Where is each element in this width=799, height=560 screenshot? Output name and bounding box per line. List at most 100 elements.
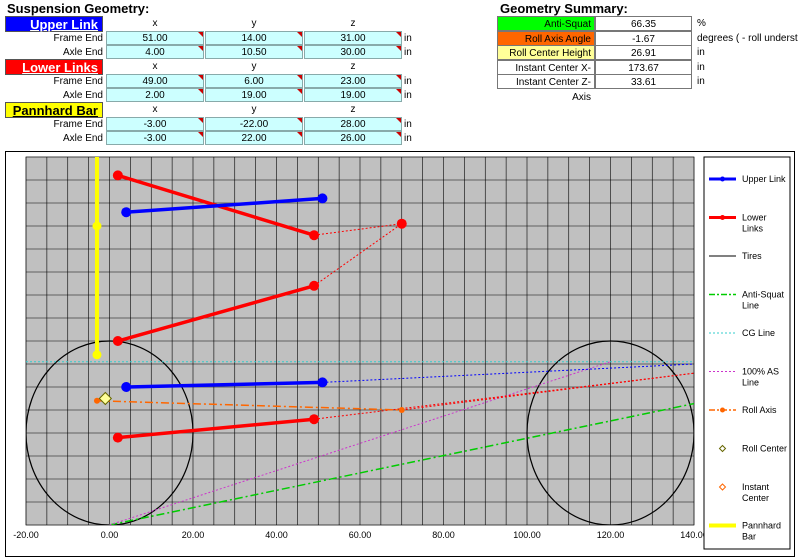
tire-circle bbox=[526, 340, 694, 525]
summary-value-roll-axis-angle[interactable]: -1.67 bbox=[595, 31, 692, 46]
legend-label: Upper Link bbox=[742, 174, 786, 184]
geometry-summary-title: Geometry Summary: bbox=[500, 1, 628, 16]
pannhard-axle-z[interactable]: 26.00 bbox=[304, 131, 402, 145]
roll-axis-marker bbox=[398, 407, 405, 413]
x-tick-label: 140.00 bbox=[680, 530, 708, 540]
legend-label: Line bbox=[742, 301, 759, 311]
lower-axle-x[interactable]: 2.00 bbox=[106, 88, 204, 102]
legend-label: Links bbox=[742, 224, 764, 234]
upper-link-line bbox=[126, 380, 323, 389]
legend-label: Line bbox=[742, 378, 759, 388]
lower-axle-label: Axle End bbox=[62, 90, 103, 101]
x-tick-label: -20.00 bbox=[13, 530, 39, 540]
upper-link-marker bbox=[121, 207, 132, 218]
summary-label-anti-squat: Anti-Squat bbox=[497, 16, 595, 31]
legend-label: Instant bbox=[742, 482, 770, 492]
x-tick-label: 40.00 bbox=[265, 530, 288, 540]
lower-axle-y[interactable]: 19.00 bbox=[205, 88, 303, 102]
col-header-x: x bbox=[152, 18, 158, 29]
upper-axle-x[interactable]: 4.00 bbox=[106, 45, 204, 59]
roll-axis-line bbox=[96, 400, 402, 411]
lower-frame-x[interactable]: 49.00 bbox=[106, 74, 204, 88]
lower-link-marker bbox=[112, 336, 123, 346]
legend-marker bbox=[720, 215, 725, 220]
upper-frame-x[interactable]: 51.00 bbox=[106, 31, 204, 45]
pannhard-axle-y[interactable]: 22.00 bbox=[205, 131, 303, 145]
upper-frame-y[interactable]: 14.00 bbox=[205, 31, 303, 45]
lower-axle-z[interactable]: 19.00 bbox=[304, 88, 402, 102]
col-header-z: z bbox=[350, 104, 356, 115]
lower-frame-y[interactable]: 6.00 bbox=[205, 74, 303, 88]
chart-svg: -20.00 0.00 20.00 40.00 60.00 80.00 100.00 120.… bbox=[13, 156, 791, 550]
pannhard-bar-marker bbox=[92, 221, 102, 231]
summary-unit-ic-x: in bbox=[697, 62, 705, 73]
x-tick-label: 0.00 bbox=[101, 530, 119, 540]
link-extension-line bbox=[314, 223, 402, 236]
summary-value-ic-x[interactable]: 173.67 bbox=[595, 60, 692, 75]
summary-label-ic-x: Instant Center X-Axis bbox=[497, 60, 595, 89]
plot-layer bbox=[26, 157, 694, 525]
summary-value-roll-center-height[interactable]: 26.91 bbox=[595, 45, 692, 60]
legend-label: Lower bbox=[742, 213, 767, 223]
summary-label-roll-center-height: Roll Center Height bbox=[497, 45, 595, 60]
x-tick-label: 120.00 bbox=[597, 530, 625, 540]
unit-label: in bbox=[404, 76, 412, 87]
legend-box bbox=[703, 156, 791, 550]
summary-value-ic-z[interactable]: 33.61 bbox=[595, 74, 692, 89]
col-header-y: y bbox=[251, 104, 257, 115]
upper-link-marker bbox=[317, 377, 328, 388]
summary-unit-roll-center-height: in bbox=[697, 47, 705, 58]
pannhard-frame-z[interactable]: 28.00 bbox=[304, 117, 402, 131]
upper-frame-z[interactable]: 31.00 bbox=[304, 31, 402, 45]
upper-axle-z[interactable]: 30.00 bbox=[304, 45, 402, 59]
legend-label: Roll Center bbox=[742, 444, 787, 454]
legend-label: Center bbox=[742, 493, 769, 503]
upper-axle-label: Axle End bbox=[62, 47, 103, 58]
lower-link-marker bbox=[309, 414, 320, 425]
legend-label: Tires bbox=[742, 251, 762, 261]
pannhard-axle-x[interactable]: -3.00 bbox=[106, 131, 204, 145]
summary-label-ic-z: Instant Center Z-Axis bbox=[497, 74, 595, 103]
unit-label: in bbox=[404, 119, 412, 130]
unit-label: in bbox=[404, 90, 412, 101]
lower-link-line bbox=[117, 417, 315, 440]
legend-label: 100% AS bbox=[742, 367, 779, 377]
pannhard-axle-label: Axle End bbox=[62, 133, 103, 144]
anti-squat-line bbox=[109, 402, 694, 525]
col-header-z: z bbox=[350, 61, 356, 72]
summary-unit-roll-axis-angle: degrees ( - roll underst bbox=[697, 33, 798, 44]
legend-label: Roll Axis bbox=[742, 405, 777, 415]
roll-center-marker bbox=[98, 391, 113, 406]
lower-frame-label: Frame End bbox=[53, 76, 103, 87]
pannhard-frame-y[interactable]: -22.00 bbox=[205, 117, 303, 131]
x-tick-label: 80.00 bbox=[432, 530, 455, 540]
roll-axis-marker bbox=[93, 397, 100, 404]
lower-link-marker bbox=[309, 280, 320, 291]
col-header-x: x bbox=[152, 61, 158, 72]
upper-link-header: Upper Link bbox=[5, 16, 103, 32]
unit-label: in bbox=[404, 47, 412, 58]
upper-axle-y[interactable]: 10.50 bbox=[205, 45, 303, 59]
pannhard-bar-marker bbox=[92, 350, 102, 360]
upper-link-marker bbox=[121, 382, 132, 392]
legend-marker bbox=[720, 176, 725, 182]
col-header-z: z bbox=[350, 18, 356, 29]
pannhard-frame-x[interactable]: -3.00 bbox=[106, 117, 204, 131]
lower-links-header: Lower Links bbox=[5, 59, 103, 75]
unit-label: in bbox=[404, 33, 412, 44]
lower-frame-z[interactable]: 23.00 bbox=[304, 74, 402, 88]
x-tick-label: 20.00 bbox=[182, 530, 205, 540]
lower-link-line bbox=[117, 284, 315, 343]
pannhard-frame-label: Frame End bbox=[53, 119, 103, 130]
col-header-x: x bbox=[152, 104, 158, 115]
geometry-chart[interactable]: -20.00 0.00 20.00 40.00 60.00 80.00 100.00 120.… bbox=[5, 151, 795, 557]
lower-link-marker bbox=[112, 170, 123, 181]
x-tick-label: 60.00 bbox=[349, 530, 372, 540]
col-header-y: y bbox=[251, 18, 257, 29]
upper-link-line bbox=[126, 196, 323, 214]
legend-label: Pannhard bbox=[742, 521, 781, 531]
lower-link-marker bbox=[112, 432, 123, 443]
lower-link-marker bbox=[309, 230, 320, 241]
summary-value-anti-squat[interactable]: 66.35 bbox=[595, 16, 692, 31]
legend-label: Anti-Squat bbox=[742, 290, 785, 300]
